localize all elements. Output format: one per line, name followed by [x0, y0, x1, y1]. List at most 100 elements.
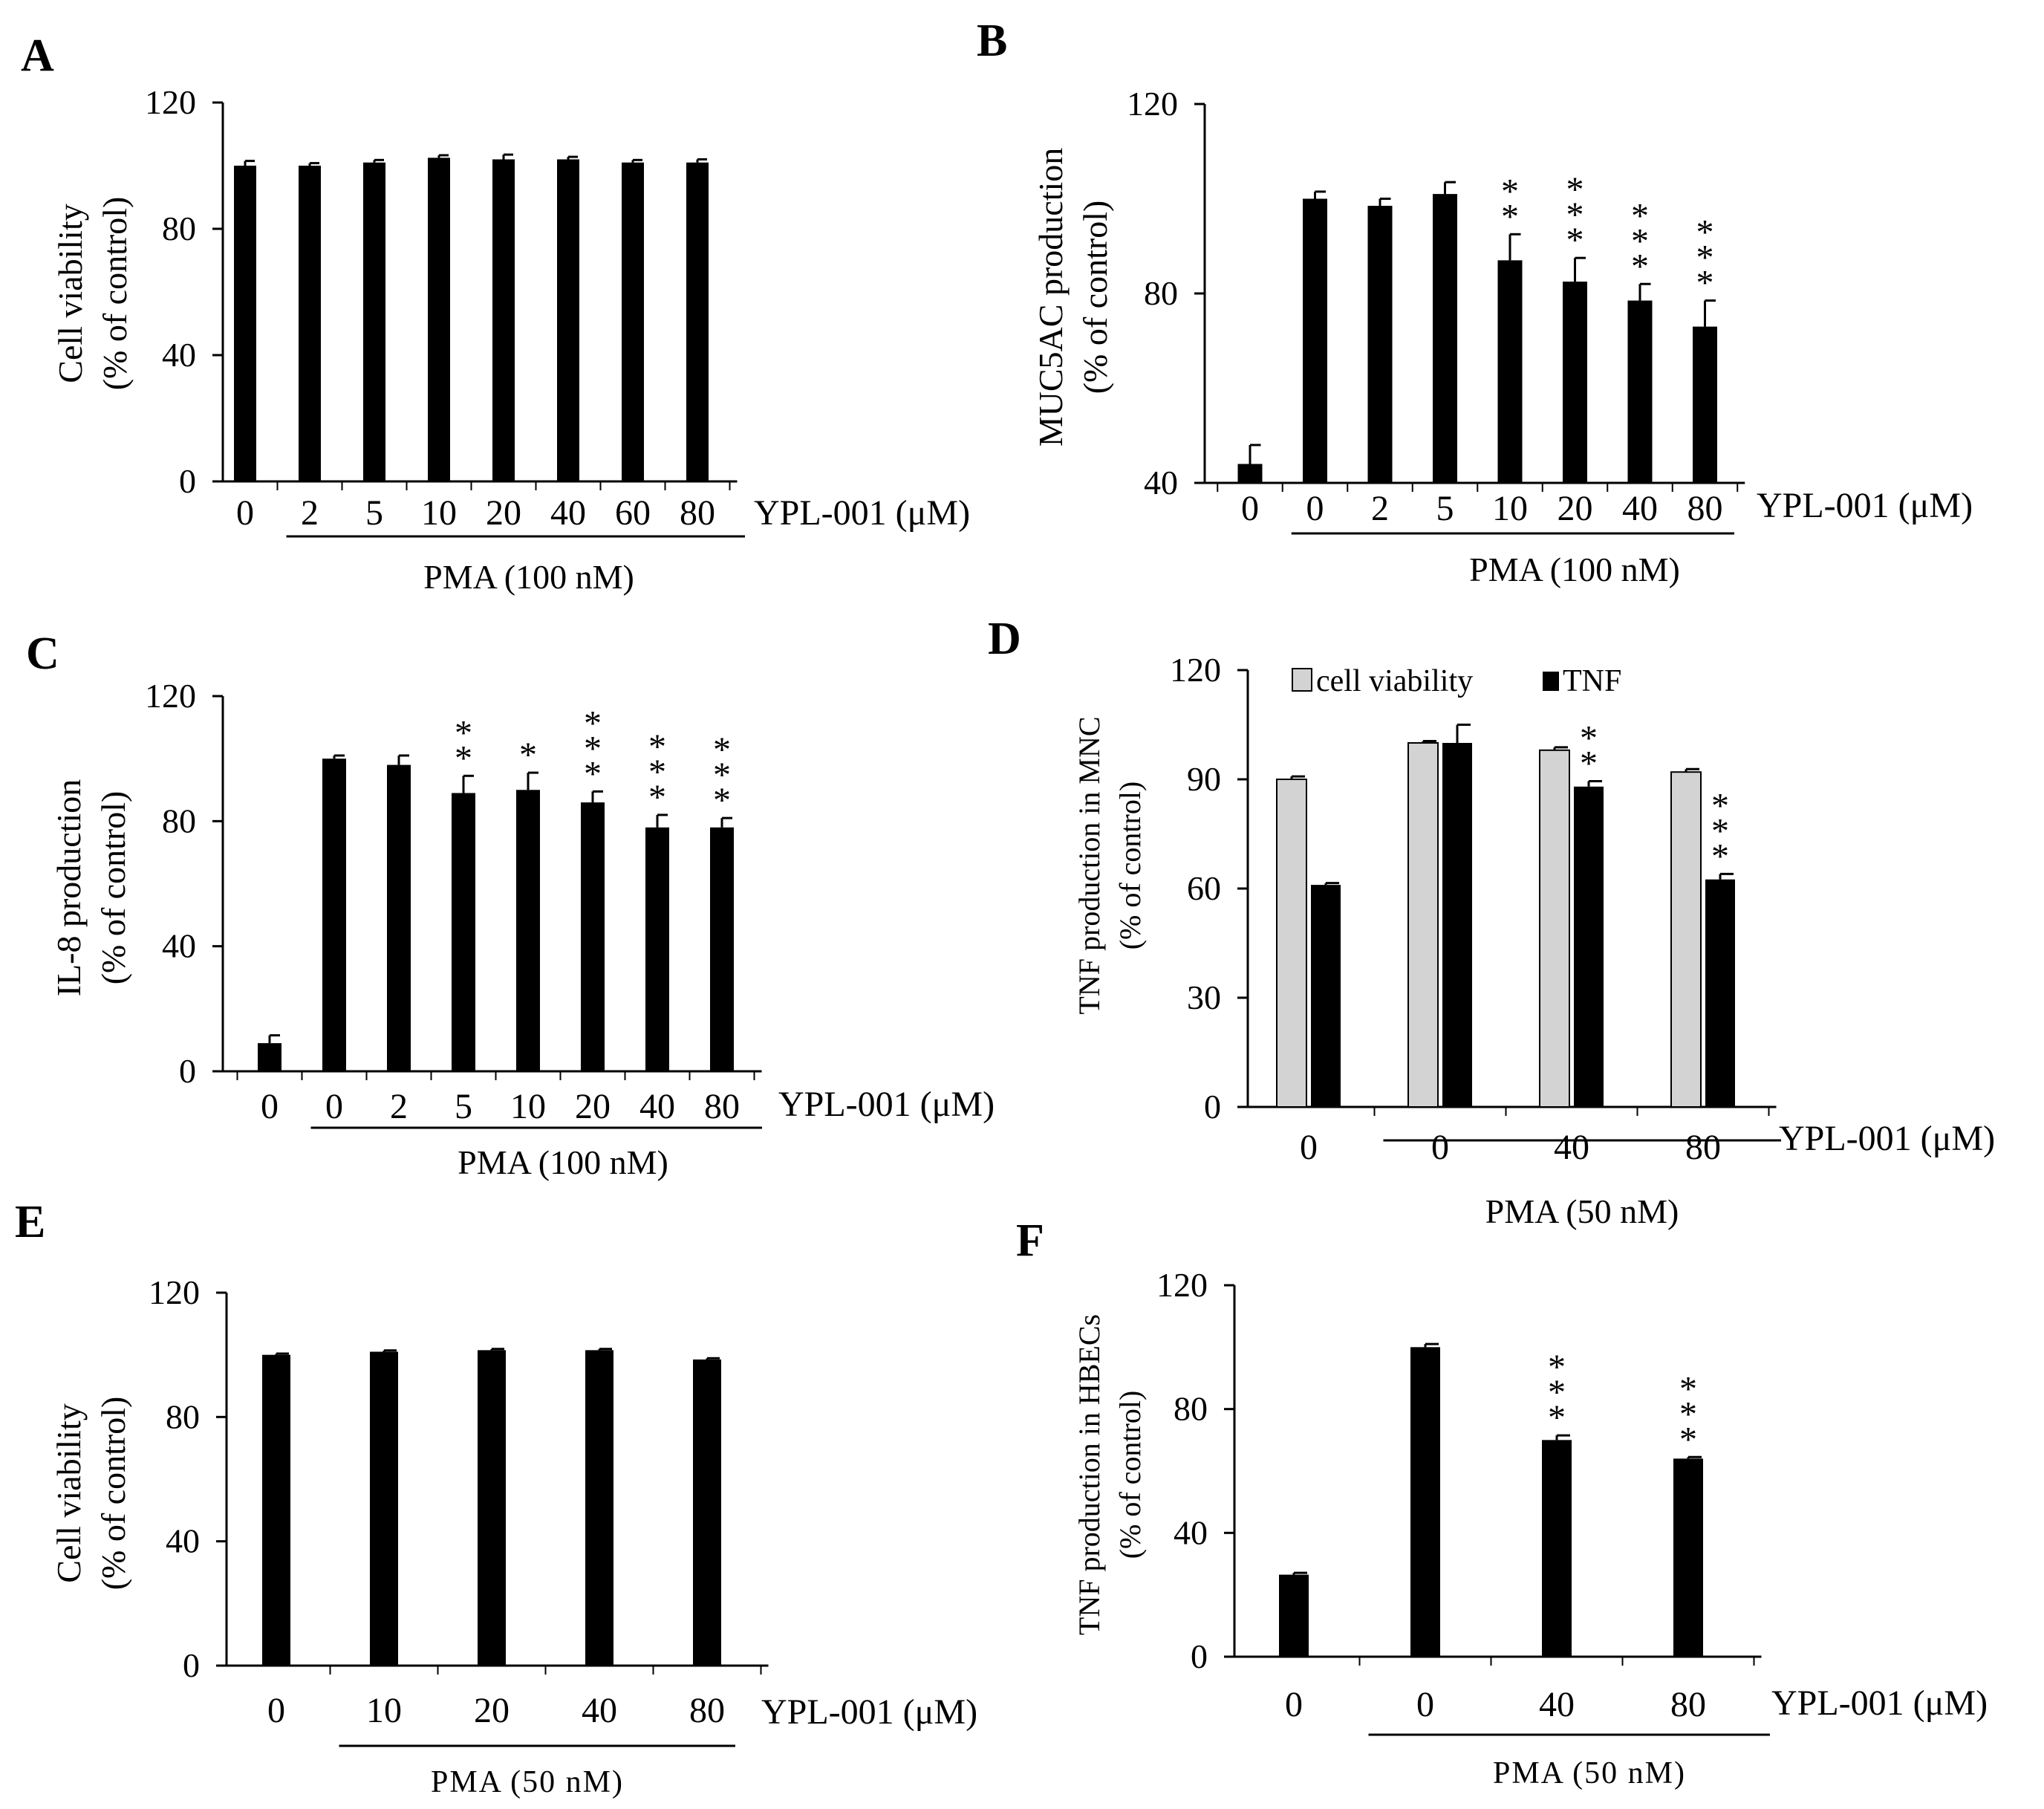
x-category-label: 20: [474, 1691, 510, 1730]
x-category-label: 0: [267, 1691, 285, 1730]
bar: [299, 166, 321, 481]
bar: [1693, 326, 1717, 483]
bar: [581, 802, 605, 1071]
x-category-label: 2: [301, 493, 319, 533]
y-tick-label: 40: [162, 336, 196, 374]
x-category-label: 80: [680, 493, 715, 533]
bar: [262, 1354, 290, 1666]
bar: [686, 162, 709, 481]
x-category-label: 5: [365, 493, 383, 533]
panel-d: D TNF production in MNC (% of control) Y…: [988, 614, 1995, 1230]
bar: [1627, 300, 1653, 483]
treatment-label: PMA (100 nM): [1469, 551, 1680, 588]
significance-star: *: [1679, 1369, 1697, 1409]
x-category-label: 20: [575, 1087, 611, 1126]
significance-star: *: [1631, 196, 1649, 236]
significance-star: *: [1548, 1398, 1566, 1438]
significance-star: *: [455, 713, 472, 753]
bar: [387, 764, 411, 1071]
y-tick-label: 60: [1187, 869, 1221, 907]
significance-star: *: [648, 778, 666, 817]
y-axis-label: IL-8 production: [50, 779, 88, 997]
bar: [452, 793, 475, 1071]
bar: [1237, 464, 1263, 483]
treatment-label: PMA (50 nM): [1493, 1756, 1686, 1790]
significance-star: *: [648, 753, 666, 792]
bar: [710, 827, 734, 1071]
significance-star: *: [1631, 247, 1649, 286]
x-axis-title: YPL-001 (μM): [1779, 1119, 1995, 1158]
bar: [258, 1043, 281, 1071]
bar: [1367, 206, 1393, 483]
panel-letter: C: [26, 629, 59, 679]
x-category-label: 10: [510, 1087, 546, 1126]
panel-e: E Cell viability (% of control) YPL-001 …: [15, 1197, 977, 1799]
y-tick-label: 90: [1187, 760, 1221, 798]
y-axis-label-unit: (% of control): [1113, 1391, 1147, 1559]
y-axis-label-unit: (% of control): [1113, 782, 1147, 950]
panel-letter: A: [21, 30, 54, 81]
x-category-label: 10: [421, 493, 457, 533]
y-axis-label-unit: (% of control): [1076, 201, 1114, 394]
significance-star: *: [1501, 172, 1519, 211]
x-category-label: 10: [1492, 489, 1528, 528]
bar-tnf: [1442, 743, 1472, 1107]
bar: [492, 159, 515, 481]
bar: [622, 162, 644, 481]
x-category-label: 80: [704, 1087, 740, 1126]
y-tick-label: 0: [179, 1052, 196, 1090]
x-category-label: 0: [1241, 489, 1259, 528]
x-category-label: 10: [366, 1691, 402, 1730]
panel-letter: F: [1016, 1215, 1044, 1266]
y-tick-label: 40: [166, 1522, 200, 1560]
y-tick-label: 120: [1127, 85, 1178, 123]
significance-star: *: [1548, 1348, 1566, 1387]
y-tick-label: 120: [1170, 651, 1221, 689]
x-category-label: 40: [639, 1087, 675, 1126]
panel-letter: D: [988, 614, 1021, 664]
y-tick-label: 80: [1174, 1390, 1208, 1428]
y-axis-label: TNF production in MNC: [1073, 716, 1106, 1014]
y-axis-label: MUC5AC production: [1032, 148, 1070, 447]
bar: [322, 759, 346, 1071]
panel-f: F TNF production in HBECs (% of control)…: [1016, 1215, 1988, 1790]
bar: [693, 1359, 721, 1666]
y-tick-label: 30: [1187, 978, 1221, 1016]
significance-star: *: [519, 735, 537, 775]
significance-star: *: [1711, 837, 1729, 876]
significance-star: *: [713, 781, 731, 820]
significance-star: *: [1566, 221, 1584, 260]
bar: [1410, 1347, 1440, 1657]
x-axis-title: YPL-001 (μM): [778, 1085, 995, 1124]
treatment-label: PMA (50 nM): [431, 1765, 624, 1799]
significance-star: *: [648, 727, 666, 767]
bar: [428, 157, 450, 481]
bar-cell-viability: [1276, 779, 1307, 1108]
x-category-label: 5: [455, 1087, 472, 1126]
y-tick-label: 40: [1144, 464, 1178, 501]
significance-star: *: [455, 738, 472, 778]
x-category-label: 0: [325, 1087, 343, 1126]
y-axis-label: Cell viability: [50, 1403, 88, 1582]
x-category-label: 0: [261, 1087, 279, 1126]
significance-star: *: [1696, 213, 1714, 253]
y-tick-label: 0: [183, 1646, 200, 1684]
y-tick-label: 120: [1156, 1266, 1208, 1304]
legend-swatch-tnf: [1543, 672, 1559, 691]
y-tick-label: 120: [145, 83, 196, 121]
panel-letter: B: [977, 16, 1007, 66]
bar-cell-viability: [1670, 771, 1702, 1108]
treatment-label: PMA (50 nM): [1485, 1192, 1679, 1230]
x-category-label: 80: [1685, 1128, 1721, 1167]
y-tick-label: 0: [1204, 1088, 1221, 1126]
legend-label-cell-viability: cell viability: [1316, 664, 1473, 698]
bar: [1673, 1458, 1703, 1657]
y-tick-label: 80: [166, 1397, 200, 1435]
bar: [1433, 194, 1457, 483]
x-axis-title: YPL-001 (μM): [761, 1692, 977, 1732]
significance-star: *: [1566, 170, 1584, 210]
x-category-label: 40: [1622, 489, 1658, 528]
x-axis-title: YPL-001 (μM): [1771, 1683, 1988, 1723]
x-category-label: 0: [1431, 1128, 1449, 1167]
y-tick-label: 0: [1191, 1637, 1208, 1675]
